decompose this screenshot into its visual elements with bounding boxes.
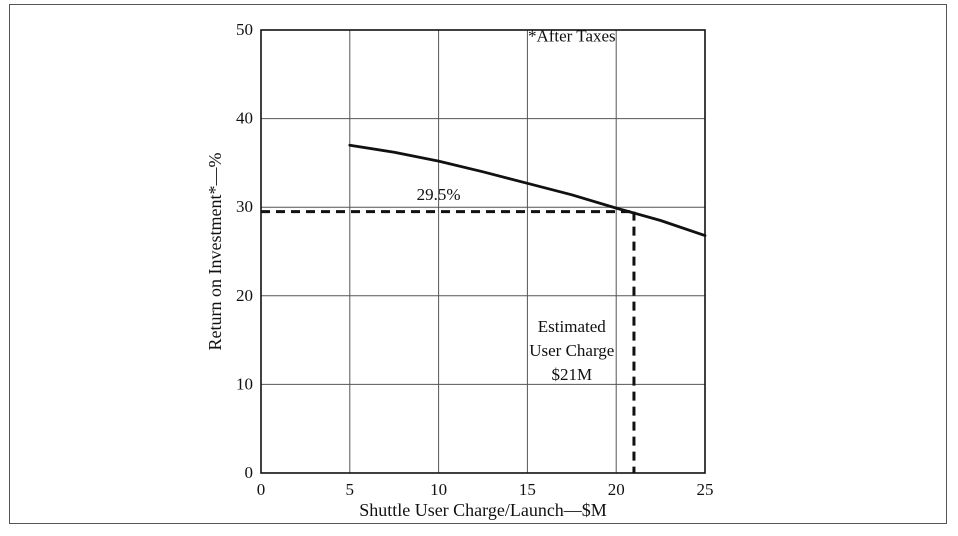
annotation-label: User Charge xyxy=(529,341,614,360)
y-axis-label: Return on Investment*—% xyxy=(205,153,225,351)
y-tick-label: 20 xyxy=(236,286,253,305)
y-tick-labels: 0 10 20 30 40 50 xyxy=(236,20,253,482)
x-tick-label: 10 xyxy=(430,480,447,499)
y-tick-label: 30 xyxy=(236,197,253,216)
plot-border xyxy=(260,29,706,474)
annotation-label: *After Taxes xyxy=(528,27,616,46)
annotation-label: $21M xyxy=(551,365,592,384)
x-tick-labels: 0 5 10 15 20 25 xyxy=(257,480,714,499)
annotation-label: Estimated xyxy=(538,317,606,336)
x-tick-label: 25 xyxy=(697,480,714,499)
y-tick-label: 50 xyxy=(236,20,253,39)
y-tick-label: 40 xyxy=(236,109,253,128)
x-axis-label: Shuttle User Charge/Launch—$M xyxy=(359,500,607,520)
x-tick-label: 5 xyxy=(346,480,355,499)
annotation-label: 29.5% xyxy=(417,185,461,204)
figure-frame xyxy=(9,4,947,524)
x-tick-label: 20 xyxy=(608,480,625,499)
y-tick-label: 0 xyxy=(245,463,254,482)
x-tick-label: 0 xyxy=(257,480,266,499)
series-group xyxy=(348,143,707,237)
series-line-1 xyxy=(348,143,707,237)
x-tick-label: 15 xyxy=(519,480,536,499)
annotations: *After Taxes 29.5% Estimated User Charge $21… xyxy=(417,27,616,384)
y-tick-label: 10 xyxy=(236,374,253,393)
grid xyxy=(260,29,706,474)
reference-lines xyxy=(261,210,636,473)
